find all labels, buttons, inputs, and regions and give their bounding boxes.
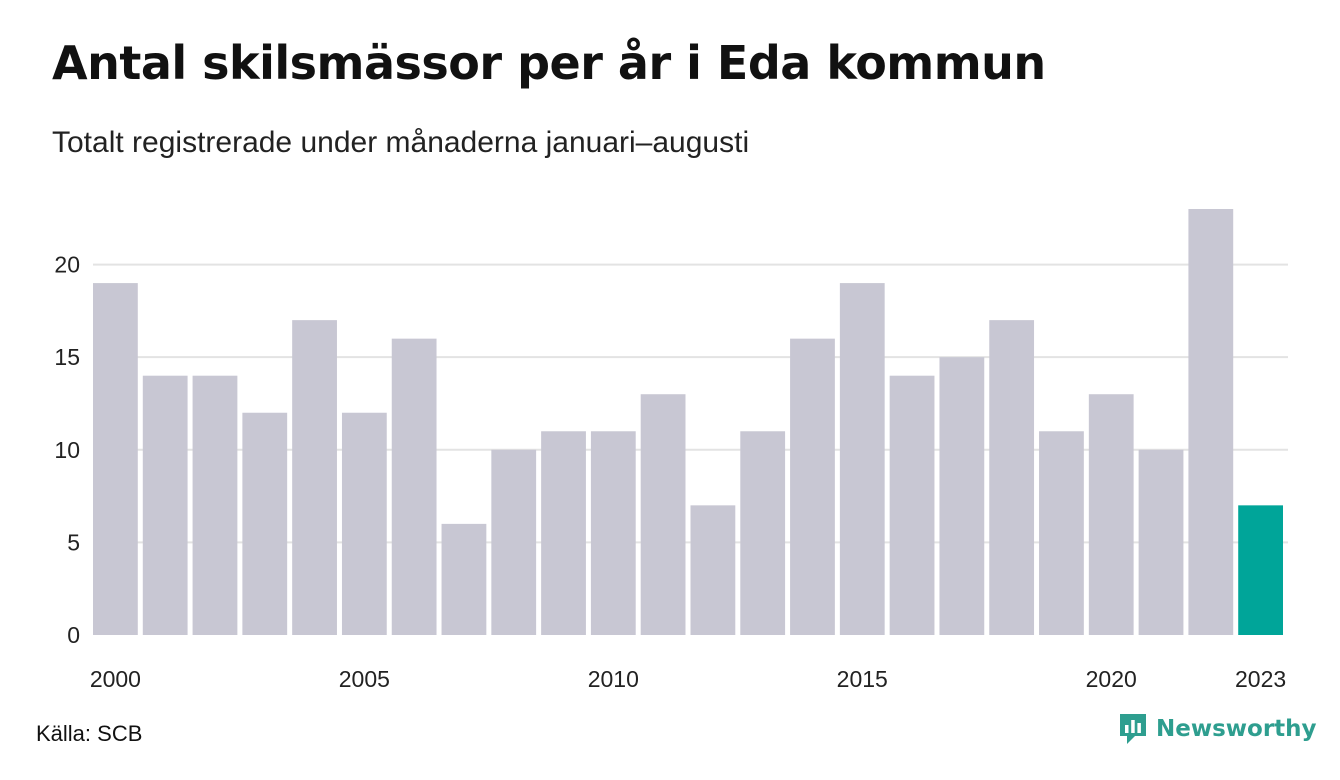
bar-2012 [690, 505, 736, 635]
bar-2005 [341, 412, 387, 635]
bar-2019 [1039, 431, 1084, 635]
bar-2002 [192, 375, 238, 635]
bar-2008 [491, 449, 537, 635]
bar-2018 [989, 320, 1035, 635]
bar-2014 [790, 338, 835, 635]
y-tick-label: 10 [54, 437, 80, 463]
bar-2004 [292, 320, 337, 635]
bar-2009 [541, 431, 586, 635]
y-tick-label: 5 [67, 529, 80, 555]
bar-2010 [590, 431, 636, 635]
x-tick-label: 2005 [339, 666, 390, 692]
bar-chart: 0 5 10 15 20 2000 2005 2010 2015 2020 2023 [54, 209, 1288, 692]
y-tick-label: 15 [54, 344, 80, 370]
x-tick-label: 2023 [1235, 666, 1286, 692]
bar-2017 [939, 357, 985, 635]
bar-2011 [640, 394, 686, 635]
y-axis-ticks: 0 5 10 15 20 [54, 252, 80, 648]
bar-2013 [740, 431, 786, 635]
bar-2007 [441, 523, 487, 635]
bar-2022 [1188, 209, 1234, 635]
bar-2000 [93, 283, 138, 635]
source-note: Källa: SCB [36, 721, 143, 746]
bar-2001 [142, 375, 188, 635]
bar-2006 [391, 338, 437, 635]
y-tick-label: 0 [67, 622, 80, 648]
chart-title: Antal skilsmässor per år i Eda kommun [52, 36, 1046, 90]
y-tick-label: 20 [54, 252, 80, 278]
bar-2016 [889, 375, 935, 635]
bar-2023 [1238, 505, 1283, 635]
newsworthy-logo-icon [1120, 714, 1146, 744]
x-axis-ticks: 2000 2005 2010 2015 2020 2023 [90, 666, 1286, 692]
brand-logo: Newsworthy [1118, 712, 1317, 746]
bars [93, 209, 1283, 635]
x-tick-label: 2000 [90, 666, 141, 692]
bar-2021 [1138, 449, 1184, 635]
bar-2020 [1088, 394, 1134, 635]
chart-subtitle: Totalt registrerade under månaderna janu… [52, 126, 750, 159]
x-tick-label: 2010 [588, 666, 639, 692]
bar-2003 [242, 412, 288, 635]
bar-2015 [839, 283, 885, 635]
x-tick-label: 2015 [837, 666, 888, 692]
x-tick-label: 2020 [1086, 666, 1137, 692]
brand-name: Newsworthy [1156, 716, 1317, 742]
